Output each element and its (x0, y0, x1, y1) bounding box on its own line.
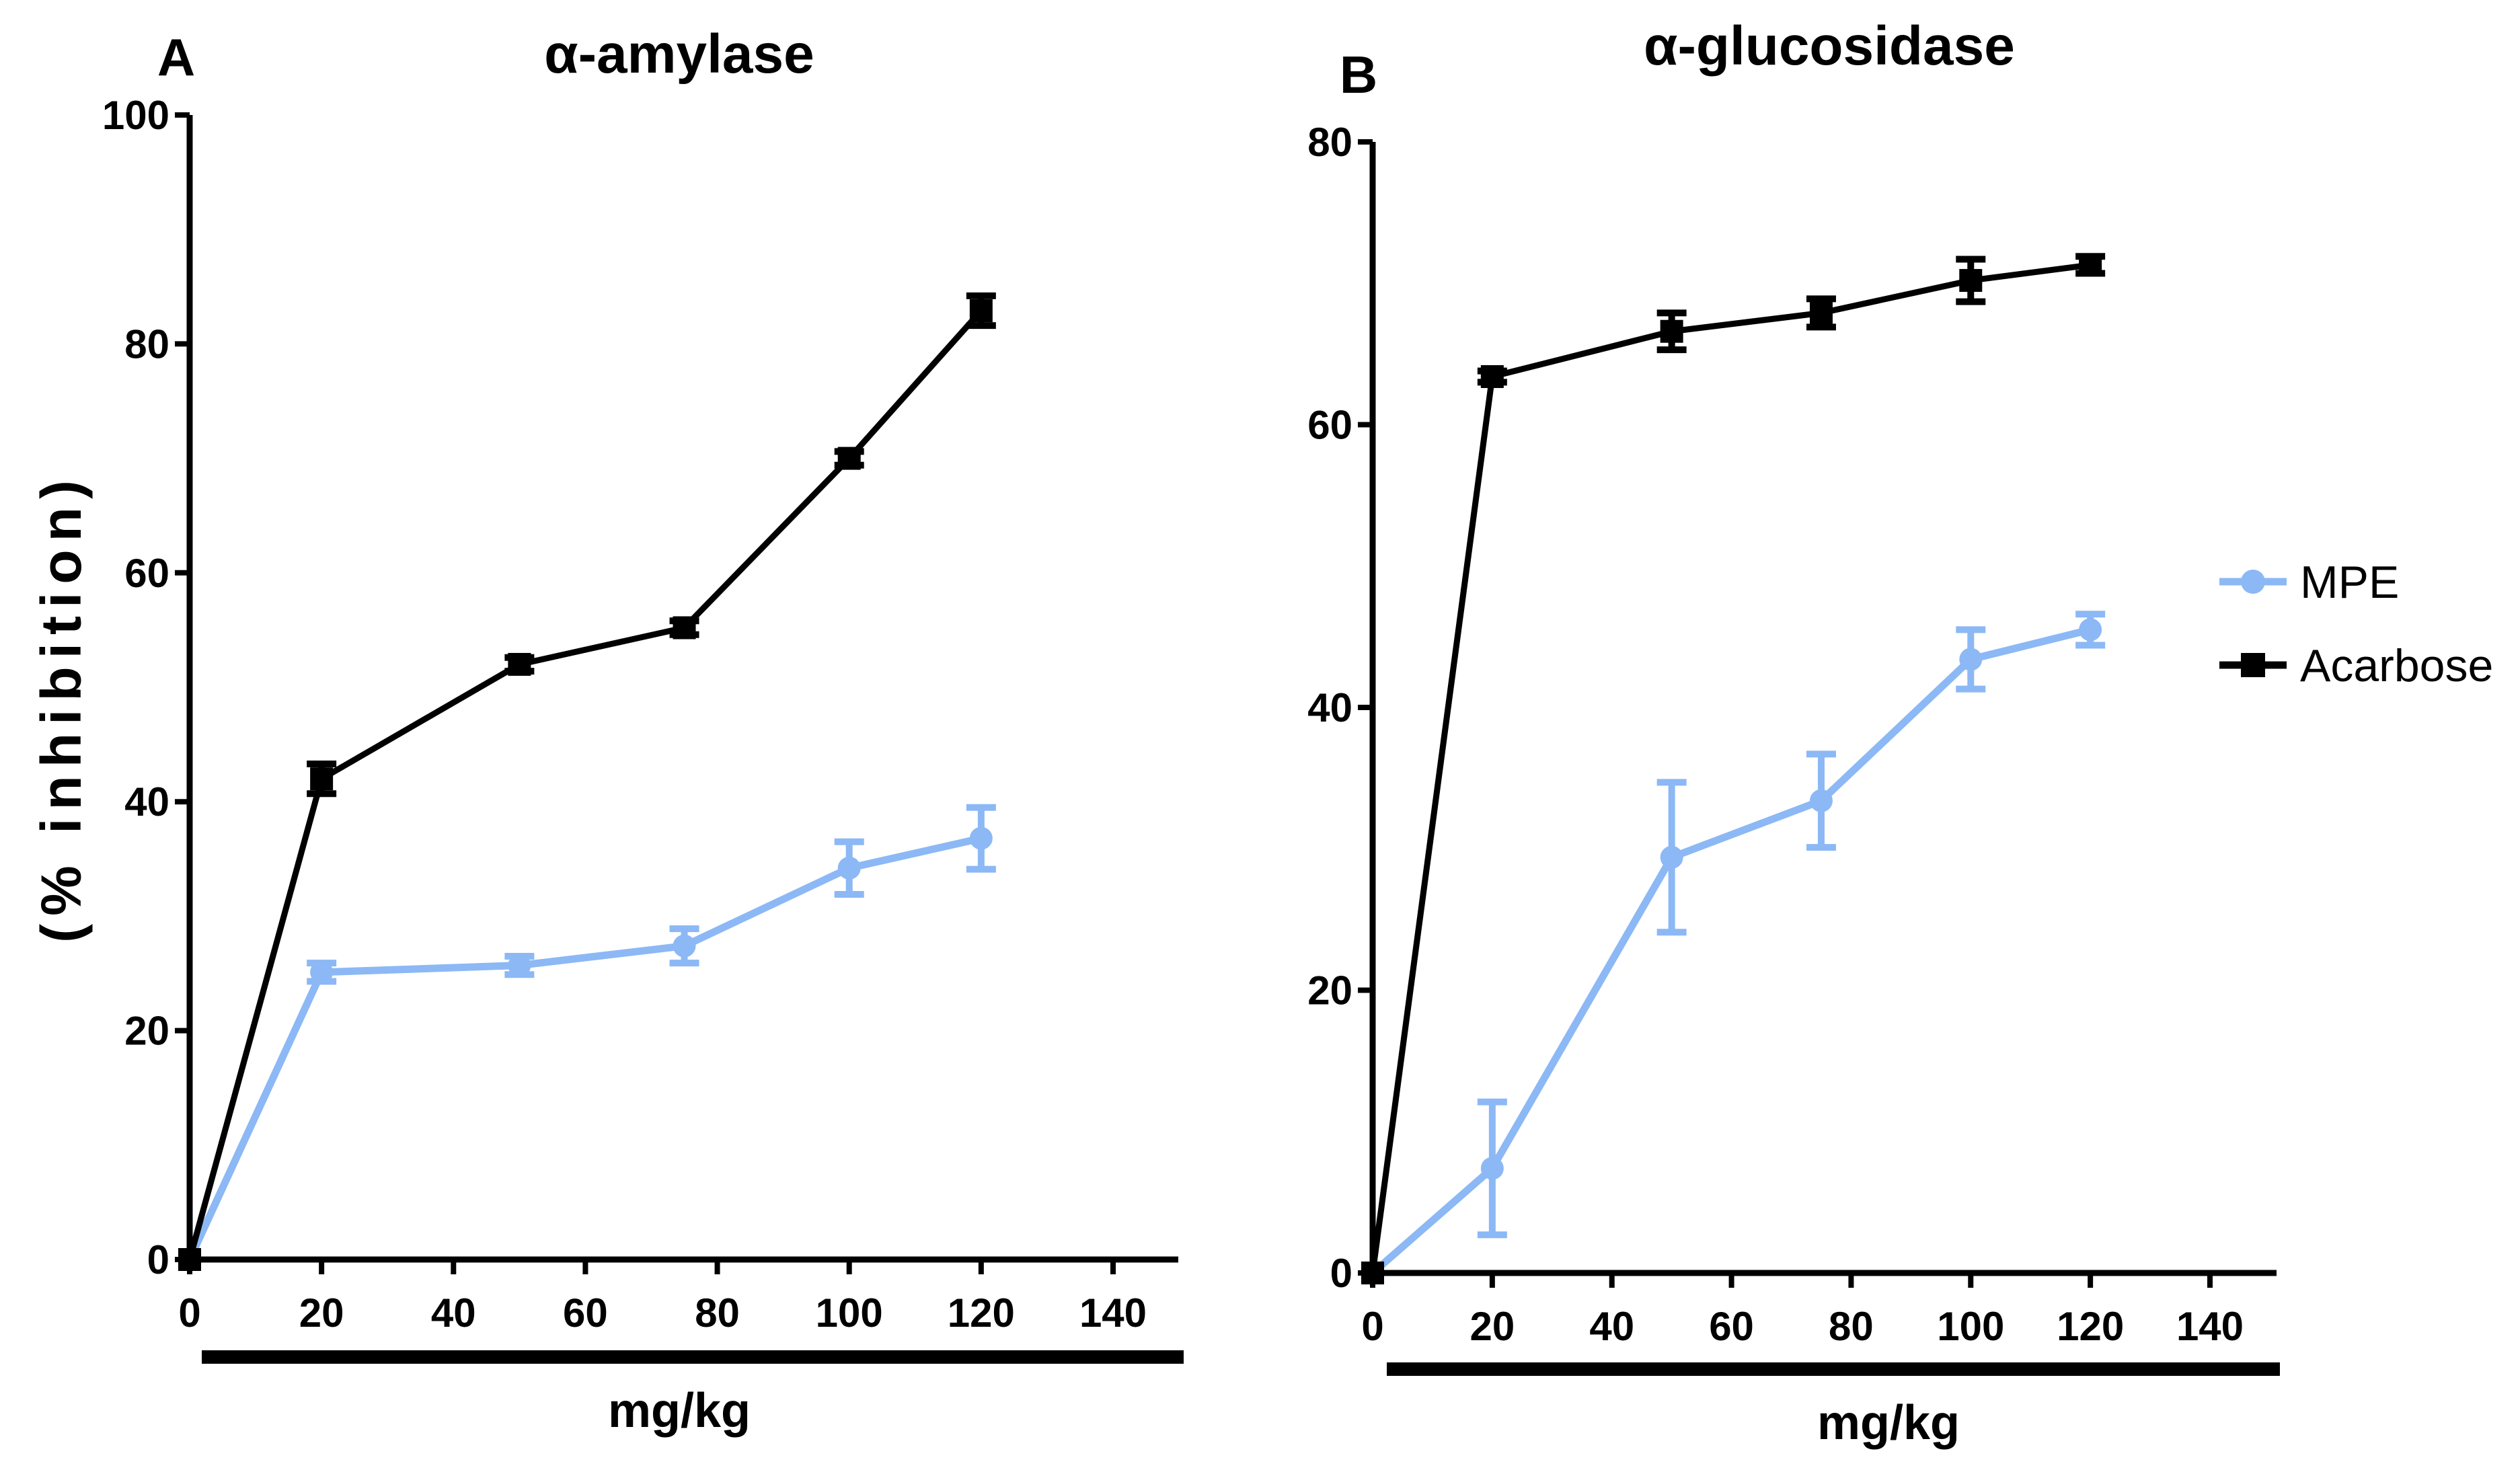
data-point-acarbose (969, 299, 993, 323)
x-tick-label: 40 (1589, 1304, 1634, 1349)
chart-title-a: α-amylase (544, 24, 814, 85)
series-b (1361, 253, 2106, 1284)
series-line-mpe (1370, 626, 2092, 1276)
data-point-acarbose (310, 767, 334, 791)
y-tick-label: 20 (124, 1009, 169, 1054)
data-point-acarbose (2079, 253, 2102, 276)
data-point-acarbose (508, 652, 531, 676)
series-line-mpe (186, 835, 983, 1262)
legend-label-mpe: MPE (2300, 557, 2399, 608)
data-point-mpe (1660, 845, 1683, 869)
data-point-acarbose (837, 447, 861, 470)
data-point-mpe (508, 954, 531, 977)
legend-marker-acarbose (2241, 653, 2265, 677)
data-point-acarbose (178, 1248, 201, 1271)
axes-b: 0 20 40 60 80 0 20 40 60 80 100 120 140 (1307, 120, 2277, 1349)
x-axis-label-a: mg/kg (608, 1384, 751, 1438)
x-tick-label: 60 (1709, 1304, 1754, 1349)
data-point-acarbose (1959, 269, 1983, 293)
x-tick-label: 120 (948, 1290, 1015, 1336)
x-tick-label: 0 (178, 1290, 200, 1336)
chart-title-b: α-glucosidase (1644, 15, 2015, 77)
series-a (178, 292, 996, 1271)
alpha-glucosidase-chart: B α-glucosidase mg/kg 0 20 40 60 80 0 20 40 60 80… (1307, 15, 2280, 1450)
y-tick-label: 80 (1307, 120, 1352, 165)
y-tick-label: 80 (124, 321, 169, 366)
x-tick-label: 140 (1079, 1290, 1147, 1336)
data-point-mpe (1959, 648, 1983, 671)
data-point-acarbose (1660, 319, 1683, 343)
y-tick-label: 20 (1307, 968, 1352, 1013)
x-tick-label: 20 (299, 1290, 344, 1336)
y-tick-label: 60 (124, 551, 169, 596)
data-point-mpe (2079, 618, 2102, 642)
x-tick-label: 100 (1937, 1304, 2004, 1349)
data-point-mpe (1480, 1157, 1504, 1180)
legend-label-acarbose: Acarbose (2300, 640, 2493, 691)
y-tick-label: 0 (1330, 1251, 1352, 1296)
alpha-amylase-chart: A α-amylase (% inhibition) mg/kg 0 20 40 60… (30, 24, 1184, 1438)
data-point-mpe (1809, 789, 1833, 812)
x-tick-label: 60 (563, 1290, 608, 1336)
legend: MPE Acarbose (2219, 557, 2493, 691)
x-tick-label: 20 (1469, 1304, 1515, 1349)
x-tick-label: 100 (816, 1290, 883, 1336)
x-tick-label: 80 (1829, 1304, 1874, 1349)
y-tick-label: 60 (1307, 403, 1352, 448)
x-tick-label: 0 (1361, 1304, 1383, 1349)
data-point-acarbose (1809, 301, 1833, 325)
x-tick-label: 40 (431, 1290, 476, 1336)
panel-label-b: B (1340, 45, 1377, 104)
data-point-mpe (673, 934, 696, 958)
y-tick-label: 100 (102, 93, 169, 138)
data-point-mpe (969, 826, 993, 850)
data-point-mpe (837, 856, 861, 880)
panel-label-a: A (157, 28, 195, 87)
y-tick-label: 40 (1307, 685, 1352, 730)
axes-a: 0 20 40 60 80 100 0 20 40 60 80 100 120 140 (102, 93, 1178, 1336)
data-point-acarbose (673, 616, 696, 640)
y-tick-label: 0 (147, 1237, 169, 1282)
x-tick-label: 80 (695, 1290, 740, 1336)
series-line-acarbose (186, 309, 984, 1261)
legend-marker-mpe (2241, 570, 2265, 594)
x-tick-label: 140 (2176, 1304, 2244, 1349)
series-line-acarbose (1369, 262, 2091, 1274)
y-axis-label-a: (% inhibition) (30, 472, 93, 943)
data-point-acarbose (1480, 365, 1504, 389)
x-axis-label-b: mg/kg (1817, 1396, 1960, 1450)
x-tick-label: 120 (2057, 1304, 2124, 1349)
data-point-mpe (310, 960, 334, 984)
y-tick-label: 40 (124, 779, 169, 824)
data-point-acarbose (1361, 1262, 1384, 1284)
